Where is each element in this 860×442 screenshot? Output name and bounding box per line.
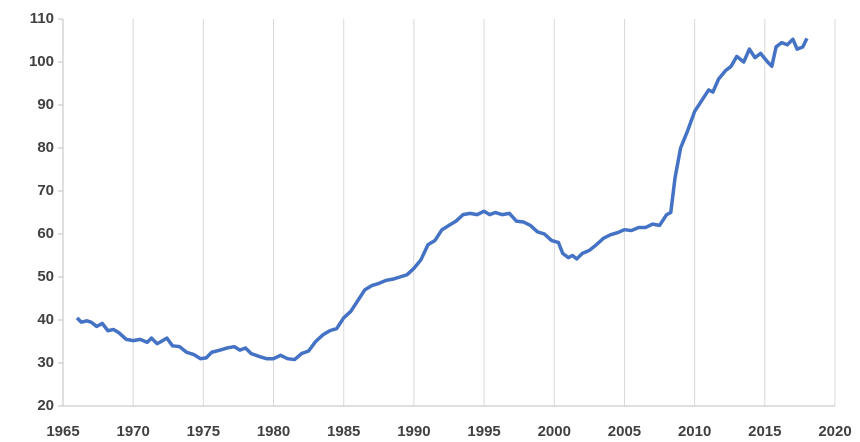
data-line: [75, 37, 809, 362]
x-tick-label: 1980: [257, 423, 290, 440]
y-tick-label: 20: [37, 397, 54, 414]
x-tick-label: 1990: [397, 423, 430, 440]
y-tick-label: 30: [37, 354, 54, 371]
x-tick-label: 2015: [748, 423, 781, 440]
x-tick-label: 2005: [608, 423, 641, 440]
x-tick-label: 1970: [116, 423, 149, 440]
x-tick-label: 1965: [46, 423, 79, 440]
y-tick-label: 50: [37, 268, 54, 285]
x-tick-label: 1975: [187, 423, 220, 440]
y-tick-label: 70: [37, 182, 54, 199]
x-tick-label: 2000: [538, 423, 571, 440]
y-tick-label: 40: [37, 311, 54, 328]
x-tick-label: 2020: [818, 423, 851, 440]
y-tick-label: 110: [30, 10, 54, 27]
y-tick-label: 80: [37, 139, 54, 156]
y-tick-label: 60: [37, 225, 54, 242]
x-tick-label: 1985: [327, 423, 360, 440]
x-tick-label: 1995: [467, 423, 500, 440]
y-tick-label: 100: [29, 53, 54, 70]
x-tick-label: 2010: [678, 423, 711, 440]
y-tick-label: 90: [37, 96, 54, 113]
